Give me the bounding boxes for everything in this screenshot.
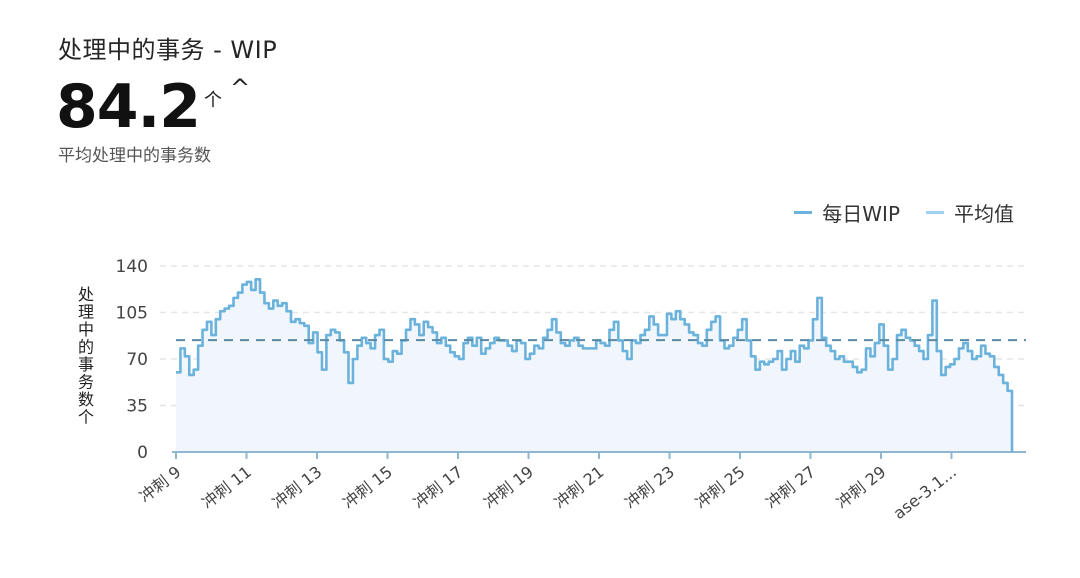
x-tick-label: 冲刺 27 bbox=[762, 462, 819, 512]
y-axis-label-char: 个 bbox=[78, 408, 94, 427]
x-tick-label: ase-3.1... bbox=[890, 462, 960, 523]
x-tick-label: 冲刺 11 bbox=[198, 462, 255, 512]
kpi-value: 84.2 bbox=[56, 72, 201, 142]
y-axis-label-char: 理 bbox=[78, 303, 94, 322]
y-tick-label: 35 bbox=[126, 397, 148, 417]
widget-title: 处理中的事务 - WIP bbox=[58, 36, 278, 64]
y-axis-label-char: 事 bbox=[78, 355, 94, 374]
legend-label-average: 平均值 bbox=[954, 202, 1014, 226]
y-tick-label: 70 bbox=[126, 350, 148, 370]
x-tick-label: 冲刺 21 bbox=[550, 462, 607, 512]
y-axis-label-char: 务 bbox=[78, 373, 94, 392]
y-axis-label-char: 中 bbox=[78, 320, 94, 339]
y-tick-label: 105 bbox=[116, 304, 148, 324]
legend-label-daily: 每日WIP bbox=[822, 202, 900, 226]
series-line-daily-wip bbox=[176, 277, 1014, 452]
y-tick-label: 0 bbox=[137, 443, 148, 463]
x-tick-label: 冲刺 17 bbox=[409, 462, 466, 512]
x-tick-label: 冲刺 19 bbox=[480, 462, 537, 512]
y-axis-label-char: 数 bbox=[78, 390, 94, 409]
kpi-subtitle: 平均处理中的事务数 bbox=[58, 146, 211, 166]
x-tick-label: 冲刺 23 bbox=[621, 462, 678, 512]
kpi-trend-icon: ^ bbox=[230, 74, 251, 102]
legend-swatch-average bbox=[926, 211, 944, 214]
y-axis-label-char: 的 bbox=[78, 338, 94, 357]
legend-item-daily[interactable]: 每日WIP bbox=[794, 198, 900, 227]
y-axis-label-char: 处 bbox=[78, 285, 94, 304]
kpi-block: 84.2 个 ^ bbox=[56, 72, 250, 142]
chart-legend: 每日WIP 平均值 bbox=[794, 198, 1014, 227]
x-tick-label: 冲刺 25 bbox=[691, 462, 748, 512]
legend-item-average[interactable]: 平均值 bbox=[926, 198, 1014, 227]
x-tick-label: 冲刺 9 bbox=[136, 462, 185, 506]
series-area bbox=[176, 279, 1012, 452]
kpi-unit: 个 bbox=[204, 90, 223, 111]
legend-swatch-daily bbox=[794, 211, 813, 214]
y-tick-label: 140 bbox=[116, 257, 148, 277]
x-tick-label: 冲刺 13 bbox=[268, 462, 325, 512]
x-tick-label: 冲刺 29 bbox=[832, 462, 889, 512]
x-tick-label: 冲刺 15 bbox=[339, 462, 396, 512]
